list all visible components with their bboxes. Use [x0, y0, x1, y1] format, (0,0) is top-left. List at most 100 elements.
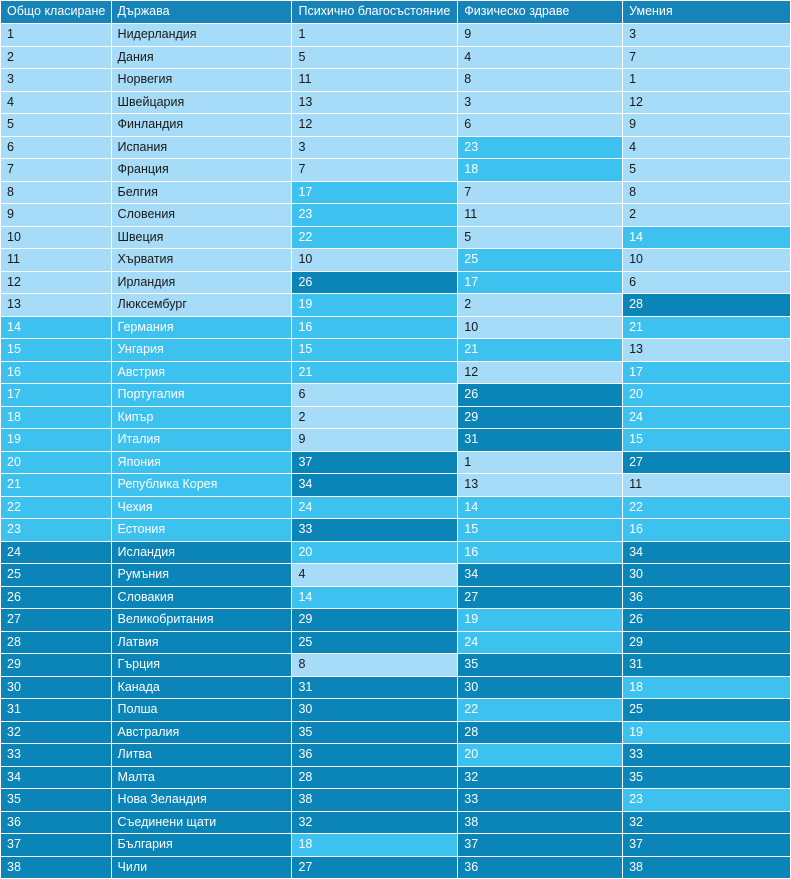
- cell-skills: 14: [623, 226, 790, 248]
- table-row: 3 Норвегия 11 8 1: [1, 69, 790, 91]
- cell-mental-wellbeing: 34: [292, 474, 458, 496]
- cell-country: Италия: [111, 429, 292, 451]
- cell-country: Хърватия: [111, 249, 292, 271]
- cell-country: Чили: [111, 856, 292, 878]
- cell-physical-health: 29: [458, 406, 623, 428]
- cell-physical-health: 36: [458, 856, 623, 878]
- table-row: 20 Япония 37 1 27: [1, 451, 790, 473]
- cell-physical-health: 23: [458, 136, 623, 158]
- cell-country: Германия: [111, 316, 292, 338]
- cell-skills: 19: [623, 721, 790, 743]
- cell-country: Литва: [111, 744, 292, 766]
- header-skills: Умения: [623, 1, 790, 23]
- table-row: 25 Румъния 4 34 30: [1, 564, 790, 586]
- cell-overall-rank: 15: [1, 339, 111, 361]
- cell-country: Латвия: [111, 631, 292, 653]
- cell-skills: 9: [623, 114, 790, 136]
- cell-physical-health: 31: [458, 429, 623, 451]
- cell-mental-wellbeing: 29: [292, 609, 458, 631]
- cell-mental-wellbeing: 1: [292, 24, 458, 46]
- cell-mental-wellbeing: 22: [292, 226, 458, 248]
- cell-country: Япония: [111, 451, 292, 473]
- cell-country: Малта: [111, 766, 292, 788]
- cell-physical-health: 32: [458, 766, 623, 788]
- cell-mental-wellbeing: 13: [292, 91, 458, 113]
- cell-physical-health: 1: [458, 451, 623, 473]
- cell-mental-wellbeing: 2: [292, 406, 458, 428]
- cell-skills: 34: [623, 541, 790, 563]
- cell-skills: 11: [623, 474, 790, 496]
- cell-mental-wellbeing: 28: [292, 766, 458, 788]
- table-row: 8 Белгия 17 7 8: [1, 181, 790, 203]
- cell-physical-health: 37: [458, 834, 623, 856]
- cell-skills: 33: [623, 744, 790, 766]
- cell-physical-health: 35: [458, 654, 623, 676]
- table-row: 29 Гърция 8 35 31: [1, 654, 790, 676]
- table-row: 36 Съединени щати 32 38 32: [1, 811, 790, 833]
- cell-country: Португалия: [111, 384, 292, 406]
- cell-mental-wellbeing: 36: [292, 744, 458, 766]
- cell-overall-rank: 34: [1, 766, 111, 788]
- cell-mental-wellbeing: 17: [292, 181, 458, 203]
- cell-skills: 2: [623, 204, 790, 226]
- cell-country: Кипър: [111, 406, 292, 428]
- cell-mental-wellbeing: 18: [292, 834, 458, 856]
- cell-country: Естония: [111, 519, 292, 541]
- cell-country: Австралия: [111, 721, 292, 743]
- header-overall-rank: Общо класиране: [1, 1, 111, 23]
- cell-overall-rank: 1: [1, 24, 111, 46]
- cell-mental-wellbeing: 12: [292, 114, 458, 136]
- cell-country: Полша: [111, 699, 292, 721]
- cell-skills: 20: [623, 384, 790, 406]
- cell-skills: 30: [623, 564, 790, 586]
- table-body: 1 Нидерландия 1 9 3 2 Дания 5 4 7 3 Норвегия 11 8 1 4 Шв…: [1, 24, 790, 878]
- cell-overall-rank: 16: [1, 361, 111, 383]
- table-row: 19 Италия 9 31 15: [1, 429, 790, 451]
- cell-physical-health: 13: [458, 474, 623, 496]
- cell-mental-wellbeing: 20: [292, 541, 458, 563]
- cell-physical-health: 3: [458, 91, 623, 113]
- cell-skills: 23: [623, 789, 790, 811]
- table-row: 22 Чехия 24 14 22: [1, 496, 790, 518]
- cell-overall-rank: 12: [1, 271, 111, 293]
- cell-country: Чехия: [111, 496, 292, 518]
- cell-physical-health: 28: [458, 721, 623, 743]
- cell-overall-rank: 3: [1, 69, 111, 91]
- cell-physical-health: 33: [458, 789, 623, 811]
- cell-mental-wellbeing: 30: [292, 699, 458, 721]
- cell-physical-health: 38: [458, 811, 623, 833]
- cell-country: Дания: [111, 46, 292, 68]
- table-row: 31 Полша 30 22 25: [1, 699, 790, 721]
- table-row: 9 Словения 23 11 2: [1, 204, 790, 226]
- cell-mental-wellbeing: 16: [292, 316, 458, 338]
- cell-skills: 28: [623, 294, 790, 316]
- cell-physical-health: 18: [458, 159, 623, 181]
- cell-overall-rank: 19: [1, 429, 111, 451]
- cell-mental-wellbeing: 15: [292, 339, 458, 361]
- cell-physical-health: 25: [458, 249, 623, 271]
- table-row: 6 Испания 3 23 4: [1, 136, 790, 158]
- table-row: 24 Исландия 20 16 34: [1, 541, 790, 563]
- cell-physical-health: 11: [458, 204, 623, 226]
- cell-physical-health: 24: [458, 631, 623, 653]
- cell-overall-rank: 13: [1, 294, 111, 316]
- cell-mental-wellbeing: 6: [292, 384, 458, 406]
- cell-physical-health: 17: [458, 271, 623, 293]
- table-row: 15 Унгария 15 21 13: [1, 339, 790, 361]
- cell-mental-wellbeing: 38: [292, 789, 458, 811]
- table-row: 32 Австралия 35 28 19: [1, 721, 790, 743]
- cell-mental-wellbeing: 21: [292, 361, 458, 383]
- cell-skills: 36: [623, 586, 790, 608]
- cell-overall-rank: 23: [1, 519, 111, 541]
- cell-skills: 24: [623, 406, 790, 428]
- cell-physical-health: 12: [458, 361, 623, 383]
- cell-skills: 10: [623, 249, 790, 271]
- cell-overall-rank: 28: [1, 631, 111, 653]
- header-country: Държава: [111, 1, 292, 23]
- cell-country: Нидерландия: [111, 24, 292, 46]
- cell-skills: 31: [623, 654, 790, 676]
- cell-mental-wellbeing: 32: [292, 811, 458, 833]
- cell-mental-wellbeing: 25: [292, 631, 458, 653]
- cell-mental-wellbeing: 9: [292, 429, 458, 451]
